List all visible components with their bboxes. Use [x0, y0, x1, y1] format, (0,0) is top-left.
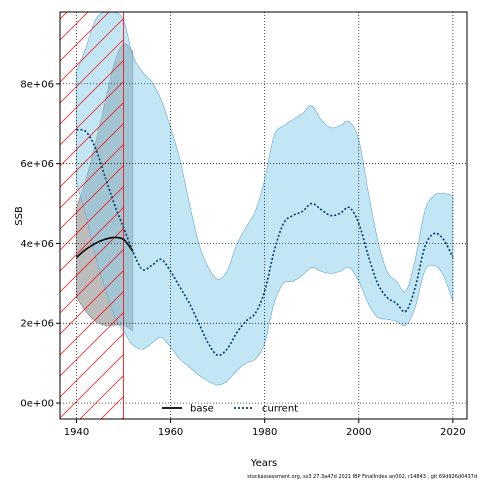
hatch-line [60, 185, 124, 251]
y-tick-label: 8e+06 [20, 79, 54, 90]
legend: base current [162, 404, 298, 415]
series-lines [75, 128, 454, 357]
footer-text: stockassessment.org, ss3 27.3a47d 2021 I… [247, 474, 477, 480]
legend-label-base: base [190, 404, 214, 415]
hatch-line [60, 12, 68, 20]
plot-area [59, 11, 480, 420]
plot-frame [59, 11, 468, 420]
hatch-line [60, 59, 124, 125]
hatch-line [60, 290, 124, 356]
y-tick-label: 4e+06 [20, 239, 54, 250]
x-axis-title: Years [250, 458, 277, 469]
y-tick-label: 0e+00 [20, 399, 54, 410]
y-axis: 0e+00 2e+06 4e+06 6e+06 8e+06 [20, 79, 60, 410]
hatch-line [60, 17, 124, 83]
grid-lines [60, 12, 467, 419]
hatch-line [458, 12, 480, 419]
hatch-line [60, 311, 124, 377]
x-tick-label: 1960 [158, 427, 183, 438]
hatch-line [60, 164, 124, 230]
legend-label-current: current [262, 404, 298, 415]
x-tick-label: 1940 [64, 427, 89, 438]
y-tick-label: 2e+06 [20, 319, 54, 330]
hatch-line [60, 206, 124, 272]
line-base [75, 236, 134, 259]
y-axis-title: SSB [14, 206, 25, 226]
x-tick-label: 2000 [346, 427, 371, 438]
hatched-period [60, 12, 480, 419]
x-axis: 1940 1960 1980 2000 2020 [64, 419, 466, 438]
hatch-line [60, 332, 124, 398]
hatch-line [60, 38, 124, 104]
x-tick-label: 1980 [252, 427, 277, 438]
y-tick-label: 6e+06 [20, 159, 54, 170]
x-tick-label: 2020 [440, 427, 465, 438]
